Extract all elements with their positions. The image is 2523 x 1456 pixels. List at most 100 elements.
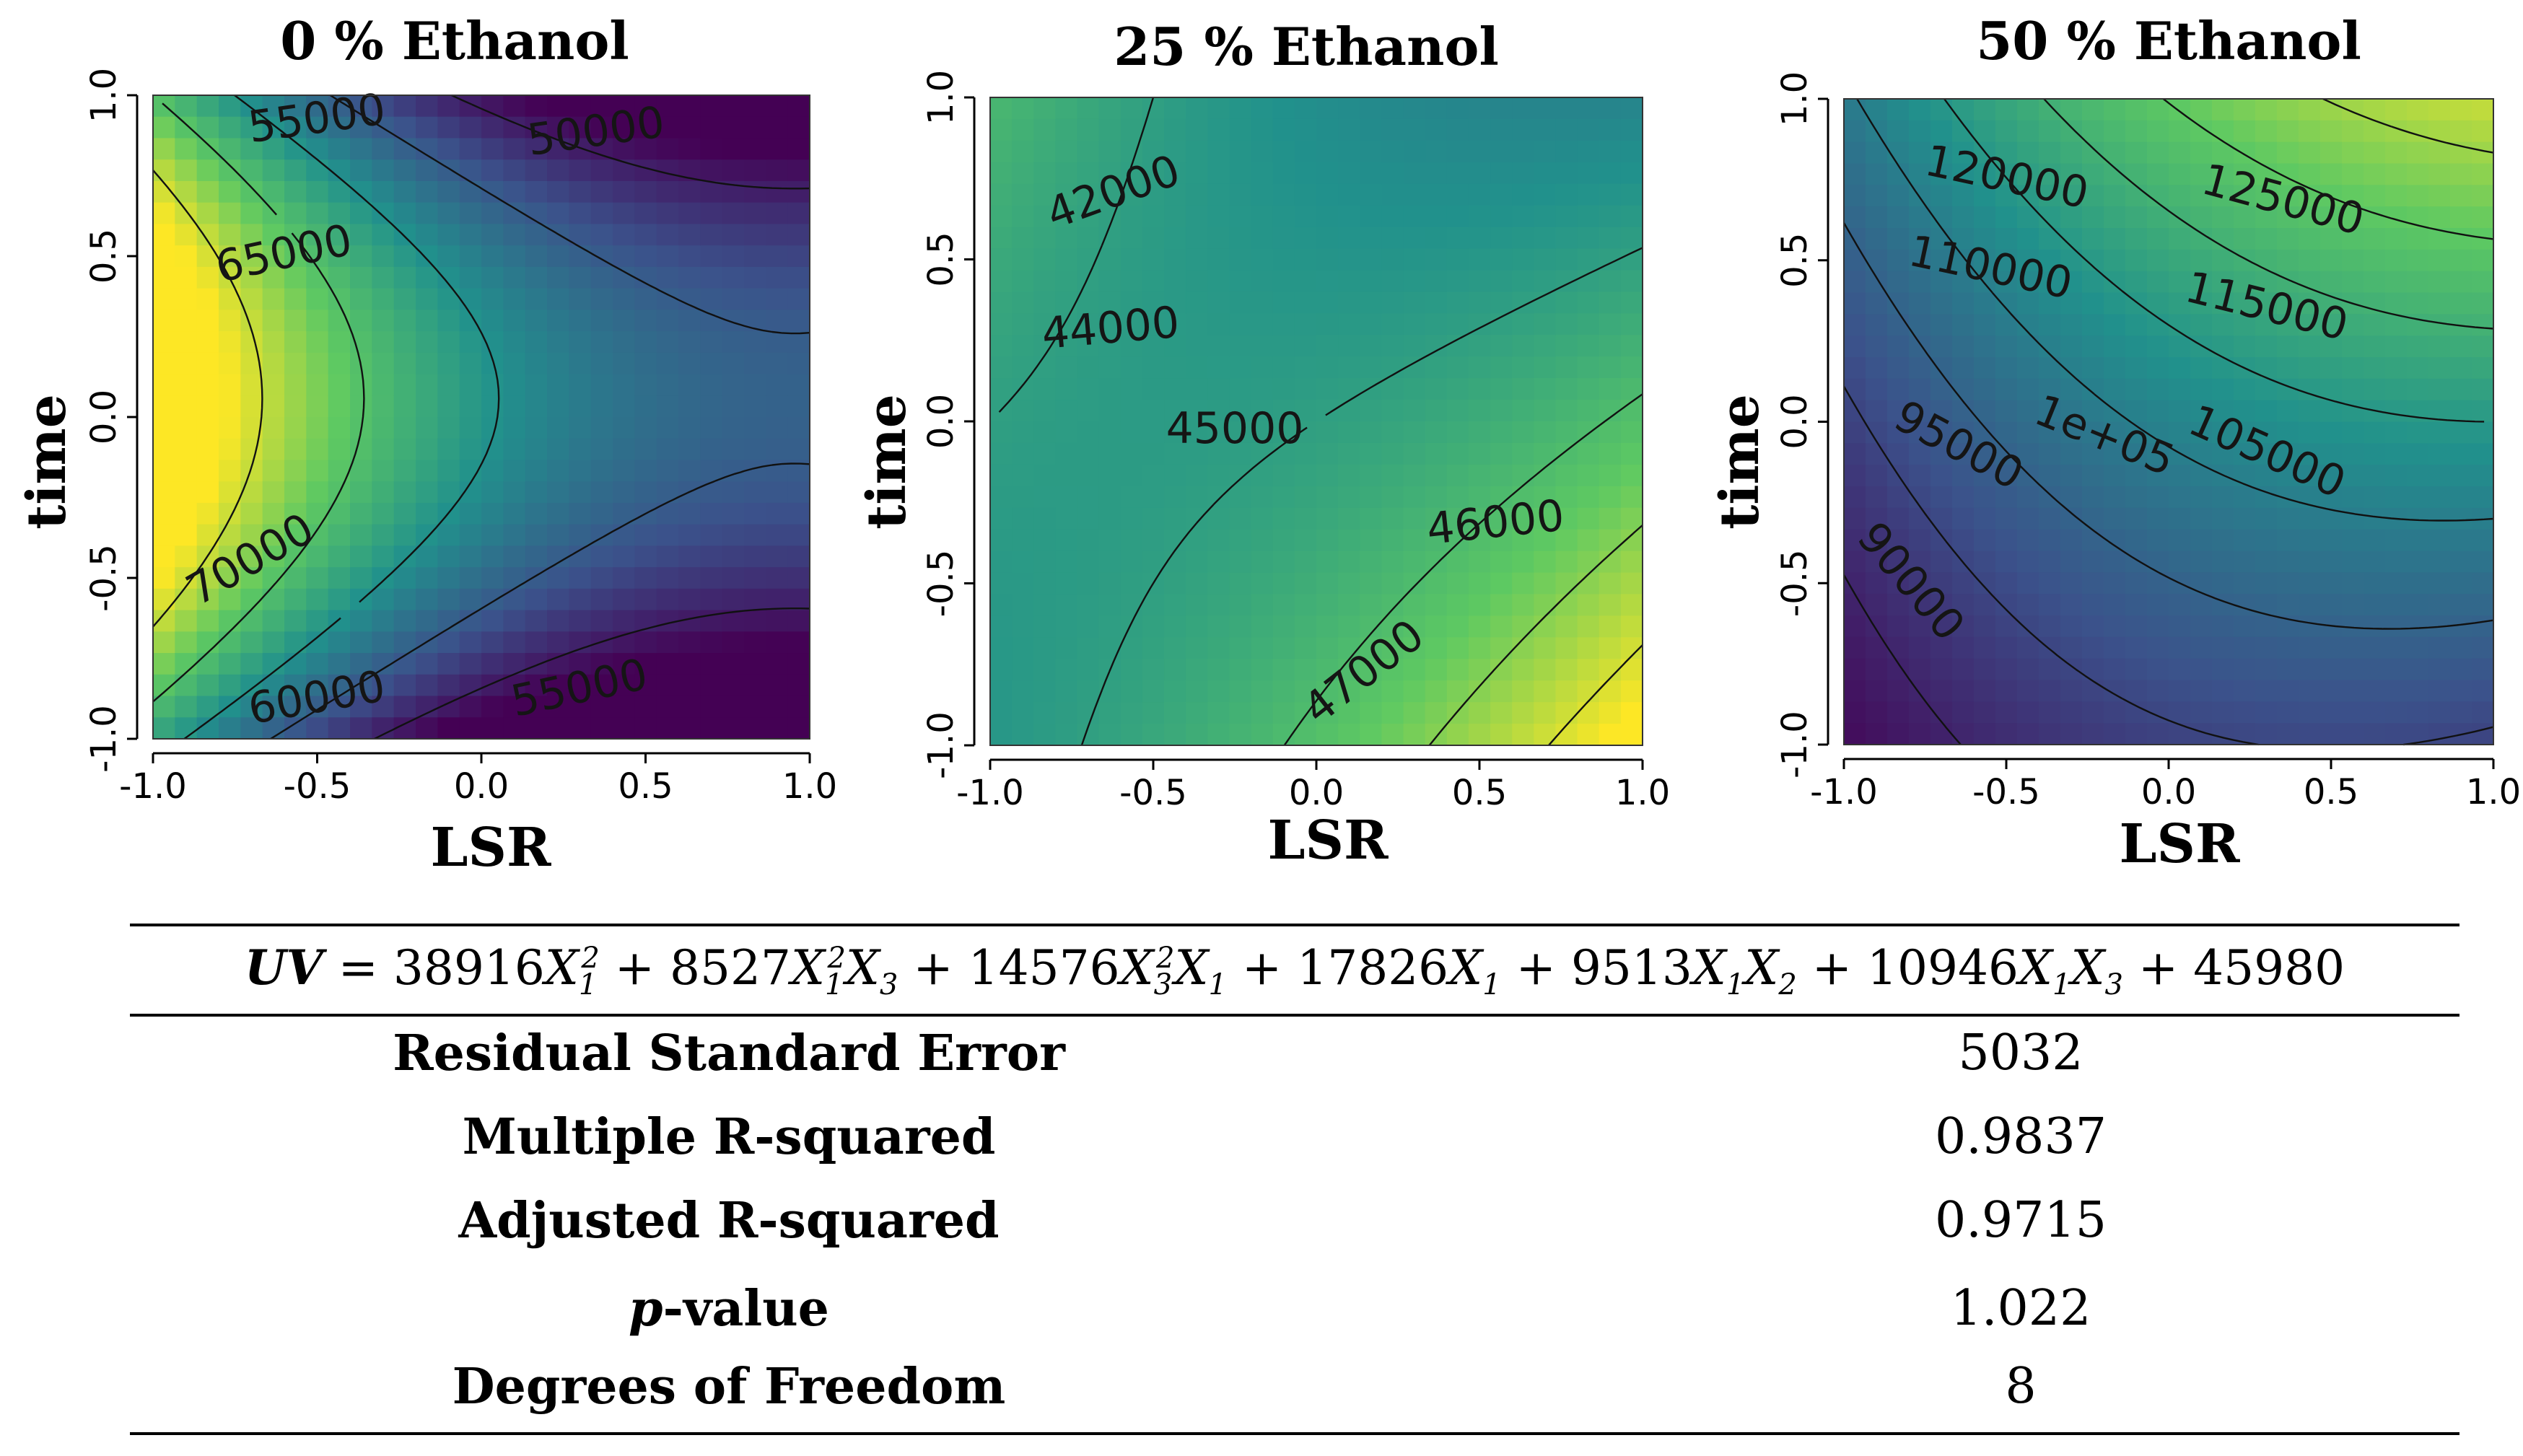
heat-cell	[2125, 99, 2148, 121]
heat-cell	[1316, 378, 1339, 400]
heat-cell	[350, 395, 373, 418]
heat-cell	[1930, 658, 1953, 681]
heat-cell	[678, 674, 701, 697]
heat-cell	[1577, 356, 1600, 379]
heat-cell	[2147, 636, 2169, 659]
heat-cell	[153, 524, 176, 547]
contour-line	[152, 170, 263, 628]
heat-cell	[569, 631, 592, 654]
heat-cell	[787, 288, 810, 311]
heat-cell	[2472, 421, 2494, 444]
heat-cell	[2125, 465, 2148, 487]
heat-cell	[1866, 185, 1888, 207]
heat-cell	[2017, 658, 2039, 681]
heat-cell	[2255, 572, 2278, 595]
heat-cell	[2169, 336, 2191, 358]
heat-cell	[1490, 615, 1513, 639]
heat-cell	[1360, 464, 1383, 487]
heat-cell	[2277, 594, 2299, 616]
heat-cell	[525, 266, 548, 289]
heat-cell	[1952, 486, 1975, 509]
heat-cell	[1055, 724, 1078, 746]
heat-cell	[1186, 97, 1209, 120]
heat-cell	[2060, 421, 2083, 444]
heat-cell	[328, 202, 351, 225]
heat-cell	[634, 696, 657, 719]
heat-cell	[1468, 572, 1491, 595]
heat-cell	[1490, 680, 1513, 703]
heat-cell	[1338, 183, 1361, 206]
heat-cell	[153, 502, 176, 525]
heat-cell	[1555, 615, 1578, 639]
heat-cell	[722, 481, 745, 504]
heat-cell	[2104, 658, 2126, 681]
heat-cell	[153, 696, 176, 719]
x-tick-label: 0.0	[2141, 772, 2196, 812]
heat-cell	[1381, 183, 1404, 206]
heat-cell	[569, 481, 592, 504]
heat-cell	[2299, 465, 2321, 487]
heat-cell	[2385, 615, 2408, 638]
heat-cell	[1446, 205, 1469, 228]
heat-cell	[656, 481, 679, 504]
heat-cell	[1098, 118, 1121, 141]
stat-label-rest: -value	[663, 1280, 829, 1338]
heat-cell	[722, 631, 745, 654]
heat-cell	[2060, 529, 2083, 552]
heat-cell	[437, 288, 460, 311]
heat-cell	[787, 545, 810, 568]
heat-cell	[306, 116, 329, 139]
heat-cell	[590, 502, 613, 525]
heat-cell	[1012, 248, 1035, 271]
heat-cell	[2320, 249, 2343, 272]
heat-cell	[1577, 97, 1600, 120]
heat-cell	[525, 631, 548, 654]
heat-cell	[2364, 529, 2386, 552]
heat-cell	[372, 352, 395, 375]
heat-cell	[1490, 529, 1513, 552]
heat-cell	[2125, 680, 2148, 703]
heat-cell	[1490, 702, 1513, 724]
heat-cell	[1272, 421, 1295, 444]
heat-cell	[1142, 270, 1165, 293]
heat-cell	[393, 266, 416, 289]
heat-cell	[1207, 702, 1230, 724]
stat-row: Residual Standard Error 5032	[130, 1025, 2459, 1108]
heat-cell	[1294, 572, 1317, 595]
heat-cell	[437, 310, 460, 332]
heat-cell	[1468, 486, 1491, 509]
heat-cell	[240, 524, 263, 547]
heat-cell	[1446, 356, 1469, 379]
heat-cell	[700, 395, 723, 418]
heat-cell	[284, 310, 307, 332]
heat-cell	[372, 610, 395, 633]
heat-cell	[459, 138, 482, 160]
heat-cell	[1077, 680, 1100, 703]
heat-cell	[503, 417, 526, 439]
heat-cell	[2147, 120, 2169, 143]
heat-cell	[1012, 442, 1035, 465]
heat-cell	[1599, 118, 1622, 141]
heat-cell	[613, 567, 636, 589]
heat-cell	[1599, 464, 1622, 487]
heat-cell	[1033, 464, 1057, 487]
heat-cell	[2428, 163, 2451, 186]
heat-cell	[1338, 637, 1361, 660]
heat-cell	[1468, 183, 1491, 206]
heat-cell	[240, 202, 263, 225]
heat-cell	[2299, 701, 2321, 724]
heat-cell	[1012, 572, 1035, 595]
heat-cell	[634, 395, 657, 418]
heat-cell	[196, 653, 219, 675]
heat-cell	[722, 545, 745, 568]
heat-cell	[196, 481, 219, 504]
heat-cell	[1033, 118, 1057, 141]
heat-cell	[700, 310, 723, 332]
heat-cell	[1995, 636, 2018, 659]
heat-cell	[990, 594, 1013, 617]
heat-cell	[2212, 421, 2234, 444]
heat-cell	[2169, 723, 2191, 745]
heat-cell	[1512, 356, 1535, 379]
heat-cell	[613, 352, 636, 375]
